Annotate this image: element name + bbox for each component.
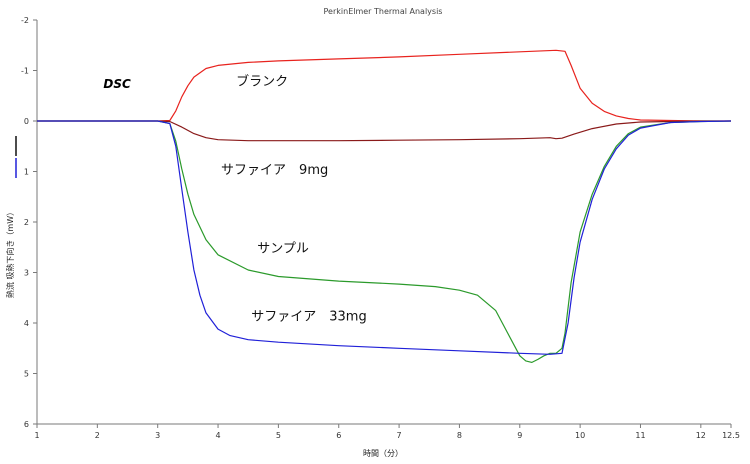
y-tick-label: -2 bbox=[21, 16, 29, 25]
x-tick-label: 7 bbox=[397, 431, 402, 440]
y-tick-label: 1 bbox=[24, 168, 29, 177]
x-axis-label: 時間（分） bbox=[363, 449, 403, 458]
y-axis-label: 熱流 吸熱下向き（mW） bbox=[5, 208, 15, 298]
blank-annotation: ブランク bbox=[236, 74, 288, 90]
series-layer bbox=[37, 49, 732, 363]
x-tick-label: 8 bbox=[457, 431, 462, 440]
x-tick-label: 4 bbox=[215, 431, 220, 440]
sapphire-33mg-annotation: サファイア 33mg bbox=[251, 309, 366, 324]
y-tick-label: 2 bbox=[24, 218, 29, 227]
x-tick-label: 12 bbox=[696, 431, 706, 440]
sapphire-9mg-annotation: サファイア 9mg bbox=[221, 163, 328, 178]
x-tick-label: 1 bbox=[34, 431, 39, 440]
x-tick-label: 3 bbox=[155, 431, 160, 440]
y-tick-label: 5 bbox=[24, 370, 29, 379]
sapphire-33mg-curve bbox=[37, 120, 732, 355]
x-tick-label: 12.5 bbox=[722, 431, 740, 440]
sample-annotation: サンプル bbox=[257, 241, 309, 256]
chart-title: PerkinElmer Thermal Analysis bbox=[324, 7, 443, 16]
x-tick-label: 2 bbox=[95, 431, 100, 440]
y-tick-label: 4 bbox=[24, 319, 29, 328]
y-tick-label: 6 bbox=[24, 420, 29, 429]
y-tick-label: 0 bbox=[24, 117, 29, 126]
sample-curve bbox=[37, 120, 732, 363]
y-tick-label: 3 bbox=[24, 269, 29, 278]
x-tick-label: 10 bbox=[575, 431, 585, 440]
x-tick-label: 5 bbox=[276, 431, 281, 440]
x-tick-label: 11 bbox=[635, 431, 645, 440]
x-tick-label: 9 bbox=[517, 431, 522, 440]
x-tick-label: 6 bbox=[336, 431, 341, 440]
y-tick-label: -1 bbox=[21, 67, 29, 76]
sapphire-9mg-curve bbox=[37, 120, 731, 142]
blank-curve bbox=[37, 49, 731, 122]
dsc-annotation: DSC bbox=[103, 77, 131, 91]
